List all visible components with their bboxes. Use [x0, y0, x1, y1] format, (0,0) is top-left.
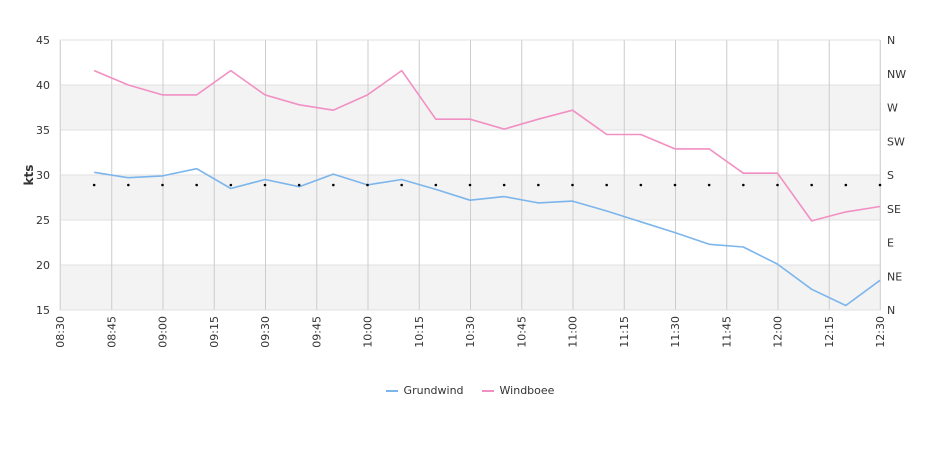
x-tick-label: 10:45	[515, 316, 528, 348]
y-axis-title: kts	[22, 165, 36, 186]
direction-marker	[229, 183, 233, 187]
y-tick-label: 40	[36, 79, 50, 92]
series-layer	[93, 69, 881, 307]
y2-tick-label: NW	[887, 68, 906, 81]
y-tick-label: 25	[36, 214, 50, 227]
legend-item-windboee[interactable]: Windboee	[481, 384, 555, 397]
y2-tick-label: SW	[887, 135, 905, 148]
x-tick-label: 11:00	[567, 316, 580, 348]
legend-label-grundwind: Grundwind	[403, 384, 464, 397]
legend: Grundwind Windboee	[0, 384, 940, 397]
y2-tick-label: NE	[887, 270, 902, 283]
y2-tick-label: N	[887, 34, 895, 47]
x-tick-label: 11:15	[618, 316, 631, 348]
x-tick-label: 10:00	[362, 316, 375, 348]
direction-marker	[400, 183, 403, 187]
y2-tick-label: N	[887, 304, 895, 317]
grid-lines	[59, 39, 881, 311]
direction-marker	[127, 183, 130, 187]
series-line-grundwind	[94, 167, 881, 307]
axes: 15 20 25 30 35 40 45 N NE E SE S SW W NW N 08:30 08:45 09:…	[22, 34, 906, 348]
direction-markers	[92, 183, 882, 187]
y-tick-label: 15	[36, 304, 50, 317]
y2-tick-label: SE	[887, 203, 901, 216]
direction-marker	[639, 183, 643, 187]
direction-marker	[776, 183, 779, 187]
wind-chart: 15 20 25 30 35 40 45 N NE E SE S SW W NW N 08:30 08:45 09:…	[22, 34, 906, 348]
direction-marker	[434, 183, 438, 187]
direction-marker	[332, 183, 335, 187]
x-tick-label: 11:45	[720, 316, 733, 348]
direction-marker	[92, 183, 96, 187]
x-tick-label: 12:30	[874, 316, 887, 348]
legend-swatch-grundwind	[385, 389, 398, 392]
direction-marker	[878, 183, 882, 187]
y-tick-label: 30	[36, 169, 50, 182]
direction-marker	[161, 183, 164, 187]
direction-marker	[707, 183, 711, 187]
y-tick-label: 35	[36, 124, 50, 137]
x-tick-label: 11:30	[669, 316, 682, 348]
legend-swatch-windboee	[481, 389, 494, 392]
legend-item-grundwind[interactable]: Grundwind	[385, 384, 464, 397]
y2-tick-label: W	[887, 102, 898, 115]
y2-tick-label: E	[887, 237, 894, 250]
direction-marker	[605, 183, 608, 187]
x-tick-label: 09:15	[208, 316, 221, 348]
x-tick-label: 10:15	[413, 316, 426, 348]
legend-label-windboee: Windboee	[499, 384, 555, 397]
x-tick-label: 12:15	[823, 316, 836, 348]
direction-marker	[263, 183, 267, 187]
plot-border	[59, 39, 881, 311]
y-tick-label: 45	[36, 34, 50, 47]
direction-marker	[571, 183, 574, 187]
direction-marker	[742, 183, 745, 187]
x-tick-label: 09:45	[310, 316, 323, 348]
direction-marker	[366, 183, 369, 187]
direction-marker	[844, 183, 848, 187]
x-tick-label: 09:00	[157, 316, 170, 348]
x-tick-label: 09:30	[259, 316, 272, 348]
direction-marker	[673, 183, 677, 187]
direction-marker	[810, 183, 813, 187]
x-tick-label: 08:45	[105, 316, 118, 348]
y-tick-label: 20	[36, 259, 50, 272]
direction-marker	[195, 183, 198, 187]
direction-marker	[297, 183, 301, 187]
x-tick-label: 12:00	[772, 316, 785, 348]
series-line-windboee	[93, 69, 881, 222]
x-tick-label: 10:30	[464, 316, 477, 348]
direction-marker	[468, 183, 472, 187]
x-tick-label: 08:30	[54, 316, 67, 348]
chart-svg: 15 20 25 30 35 40 45 N NE E SE S SW W NW N 08:30 08:45 09:…	[22, 34, 906, 348]
y2-tick-label: S	[887, 169, 894, 182]
direction-marker	[537, 183, 540, 187]
direction-marker	[502, 183, 506, 187]
